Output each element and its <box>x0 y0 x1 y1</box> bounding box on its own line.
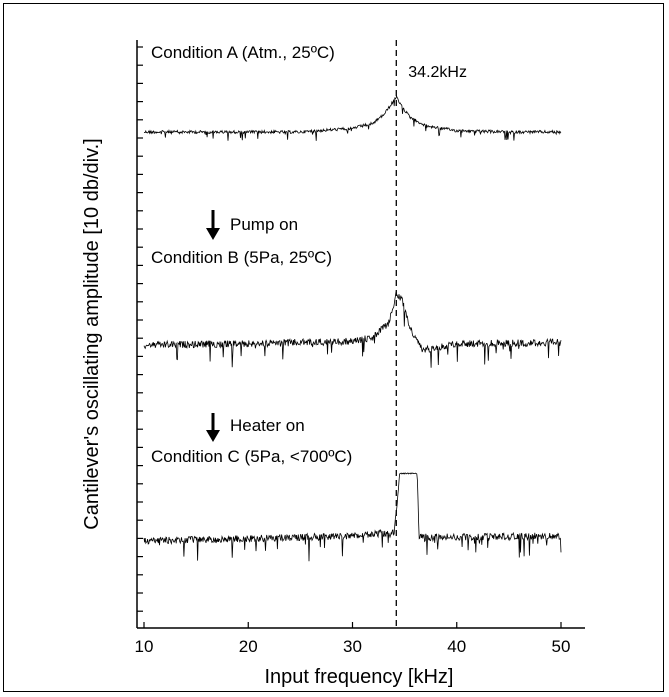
trace-condition-c <box>143 472 562 562</box>
pump-on-label: Pump on <box>230 215 298 234</box>
condition-b-label: Condition B (5Pa, 25ºC) <box>151 248 332 267</box>
condition-c-label: Condition C (5Pa, <700ºC) <box>151 447 352 466</box>
y-axis-label: Cantilever's oscillating amplitude [10 d… <box>81 138 103 529</box>
heater-on-label: Heater on <box>230 416 305 435</box>
x-tick-label: 10 <box>135 637 154 656</box>
x-tick-label: 30 <box>343 637 362 656</box>
y-axis-ticks <box>137 46 143 612</box>
figure-frame <box>3 3 664 692</box>
x-axis-ticks: 10 20 30 40 50 <box>135 622 571 656</box>
condition-a-label: Condition A (Atm., 25ºC) <box>151 43 335 62</box>
down-arrow-icon <box>206 210 220 240</box>
x-axis-label: Input frequency [kHz] <box>265 666 454 688</box>
x-tick-label: 20 <box>239 637 258 656</box>
traces <box>143 94 562 562</box>
down-arrow-icon <box>206 413 220 442</box>
x-tick-label: 40 <box>447 637 466 656</box>
trace-condition-a <box>143 94 562 141</box>
x-tick-label: 50 <box>552 637 571 656</box>
trace-condition-b <box>143 291 562 368</box>
peak-marker-label: 34.2kHz <box>408 64 467 81</box>
